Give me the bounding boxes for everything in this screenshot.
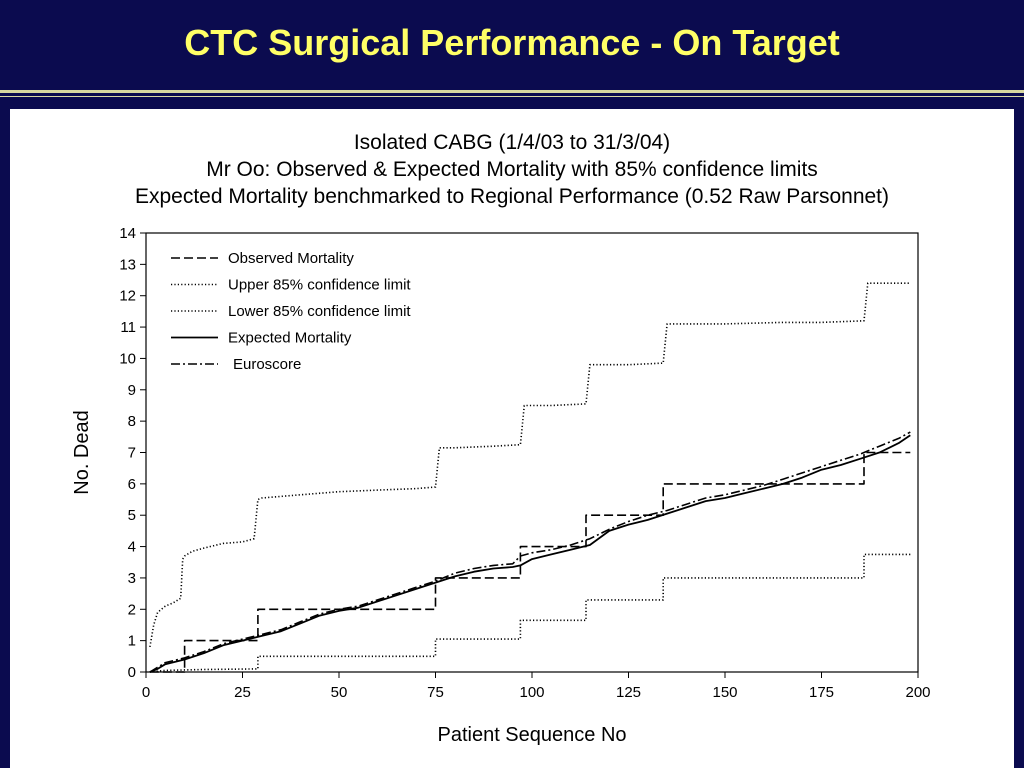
- chart-caption: Isolated CABG (1/4/03 to 31/3/04) Mr Oo:…: [135, 131, 889, 208]
- figure-panel: Isolated CABG (1/4/03 to 31/3/04) Mr Oo:…: [10, 109, 1014, 768]
- y-tick-label: 9: [128, 382, 136, 399]
- x-tick-label: 50: [331, 684, 348, 701]
- chart-title-line-3: Expected Mortality benchmarked to Region…: [135, 185, 889, 208]
- x-tick-label: 175: [809, 684, 834, 701]
- y-tick-label: 11: [120, 319, 136, 336]
- x-tick-label: 125: [616, 684, 641, 701]
- series-line-1: [149, 451, 911, 673]
- series-line-4: [149, 434, 911, 673]
- y-tick-label: 0: [128, 664, 136, 681]
- x-tick-label: 150: [712, 684, 737, 701]
- y-tick-label: 5: [128, 507, 136, 524]
- legend-label: Lower 85% confidence limit: [228, 303, 411, 320]
- y-tick-label: 6: [128, 476, 136, 493]
- x-tick-label: 100: [519, 684, 544, 701]
- title-divider-thin: [0, 96, 1024, 97]
- legend-label: Upper 85% confidence limit: [228, 277, 411, 294]
- chart-title-line-2: Mr Oo: Observed & Expected Mortality wit…: [206, 158, 818, 181]
- series-lines: [149, 282, 911, 673]
- title-divider: [0, 90, 1024, 93]
- legend-label: Observed Mortality: [228, 250, 354, 267]
- y-tick-label: 7: [128, 445, 136, 462]
- y-axis-label: No. Dead: [71, 410, 93, 495]
- series-line-5: [149, 431, 911, 673]
- y-tick-label: 12: [119, 288, 136, 305]
- chart-title-line-1: Isolated CABG (1/4/03 to 31/3/04): [354, 131, 670, 154]
- x-tick-label: 75: [427, 684, 444, 701]
- plot-frame: [145, 232, 919, 673]
- y-tick-label: 2: [128, 601, 136, 618]
- x-tick-label: 0: [142, 684, 150, 701]
- x-tick-label: 25: [234, 684, 251, 701]
- y-tick-label: 1: [128, 633, 136, 650]
- mortality-chart: Isolated CABG (1/4/03 to 31/3/04) Mr Oo:…: [71, 131, 931, 746]
- y-tick-label: 14: [119, 225, 136, 242]
- series-line-3: [149, 553, 911, 673]
- x-axis-label: Patient Sequence No: [437, 724, 626, 746]
- y-tick-label: 13: [119, 256, 136, 273]
- y-tick-label: 10: [119, 350, 136, 367]
- x-axis: 0 25 50 75 100 125 150 175 200: [142, 672, 931, 701]
- legend-label: Expected Mortality: [228, 330, 352, 347]
- y-tick-label: 8: [128, 413, 136, 430]
- series-line-2: [149, 282, 911, 648]
- legend-label: Euroscore: [233, 356, 301, 373]
- x-tick-label: 200: [905, 684, 930, 701]
- y-tick-label: 3: [128, 570, 136, 587]
- y-tick-label: 4: [128, 539, 136, 556]
- legend: Observed Mortality Upper 85% confidence l…: [171, 250, 411, 373]
- slide-title: CTC Surgical Performance - On Target: [184, 22, 840, 63]
